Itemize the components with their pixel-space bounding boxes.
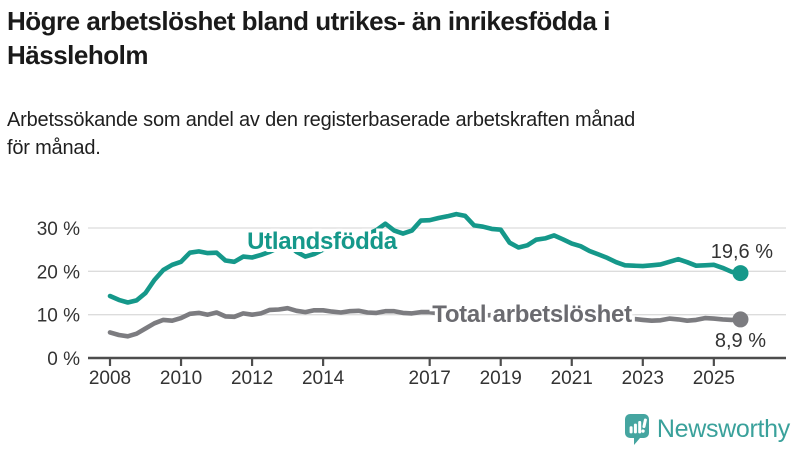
x-axis-label-2019: 2019 (480, 368, 522, 389)
end-dot-utlandsfodda (732, 265, 749, 282)
end-value-label-total: 8,9 % (715, 330, 766, 352)
y-axis-label-30: 30 % (37, 219, 80, 240)
page-title-line1: Högre arbetslöshet bland utrikes- än inr… (7, 6, 610, 36)
end-value-label-utlandsfodda: 19,6 % (711, 241, 773, 263)
newsworthy-branding: Newsworthy (624, 414, 790, 445)
x-axis-label-2014: 2014 (302, 368, 345, 389)
x-axis-label-2023: 2023 (622, 368, 664, 389)
x-axis-label-2008: 2008 (89, 368, 131, 389)
x-axis-label-2010: 2010 (160, 368, 202, 389)
logo-bar-small (629, 426, 633, 434)
x-axis-label-2017: 2017 (409, 368, 451, 389)
x-axis-label-2021: 2021 (551, 368, 593, 389)
series-line-utlandsfodda (107, 211, 743, 305)
x-axis-label-2025: 2025 (693, 368, 735, 389)
y-axis-label-0: 0 % (47, 349, 80, 370)
chart-header: Högre arbetslöshet bland utrikes- än inr… (7, 4, 787, 73)
series-line-total (107, 305, 743, 339)
series-label-utlandsfodda: Utlandsfödda (247, 228, 398, 255)
newsworthy-logo-icon (624, 414, 649, 445)
x-axis-label-2012: 2012 (231, 368, 273, 389)
y-axis-label-10: 10 % (37, 306, 80, 327)
logo-exclamation (641, 418, 647, 433)
end-dot-total (732, 311, 749, 328)
logo-bar-large (638, 421, 642, 434)
page-title: Högre arbetslöshet bland utrikes- än inr… (7, 4, 787, 73)
chart-subtitle: Arbetssökande som andel av den registerb… (7, 106, 793, 163)
logo-bar-medium (633, 423, 637, 434)
page-title-line2: Hässleholm (7, 40, 148, 71)
brand-wordmark: Newsworthy (656, 415, 790, 443)
chart-subtitle-line2: för månad. (7, 137, 101, 160)
series-label-total: Total arbetslöshet (432, 301, 632, 328)
y-axis-label-20: 20 % (37, 262, 80, 283)
chart-subtitle-line1: Arbetssökande som andel av den registerb… (7, 109, 636, 131)
